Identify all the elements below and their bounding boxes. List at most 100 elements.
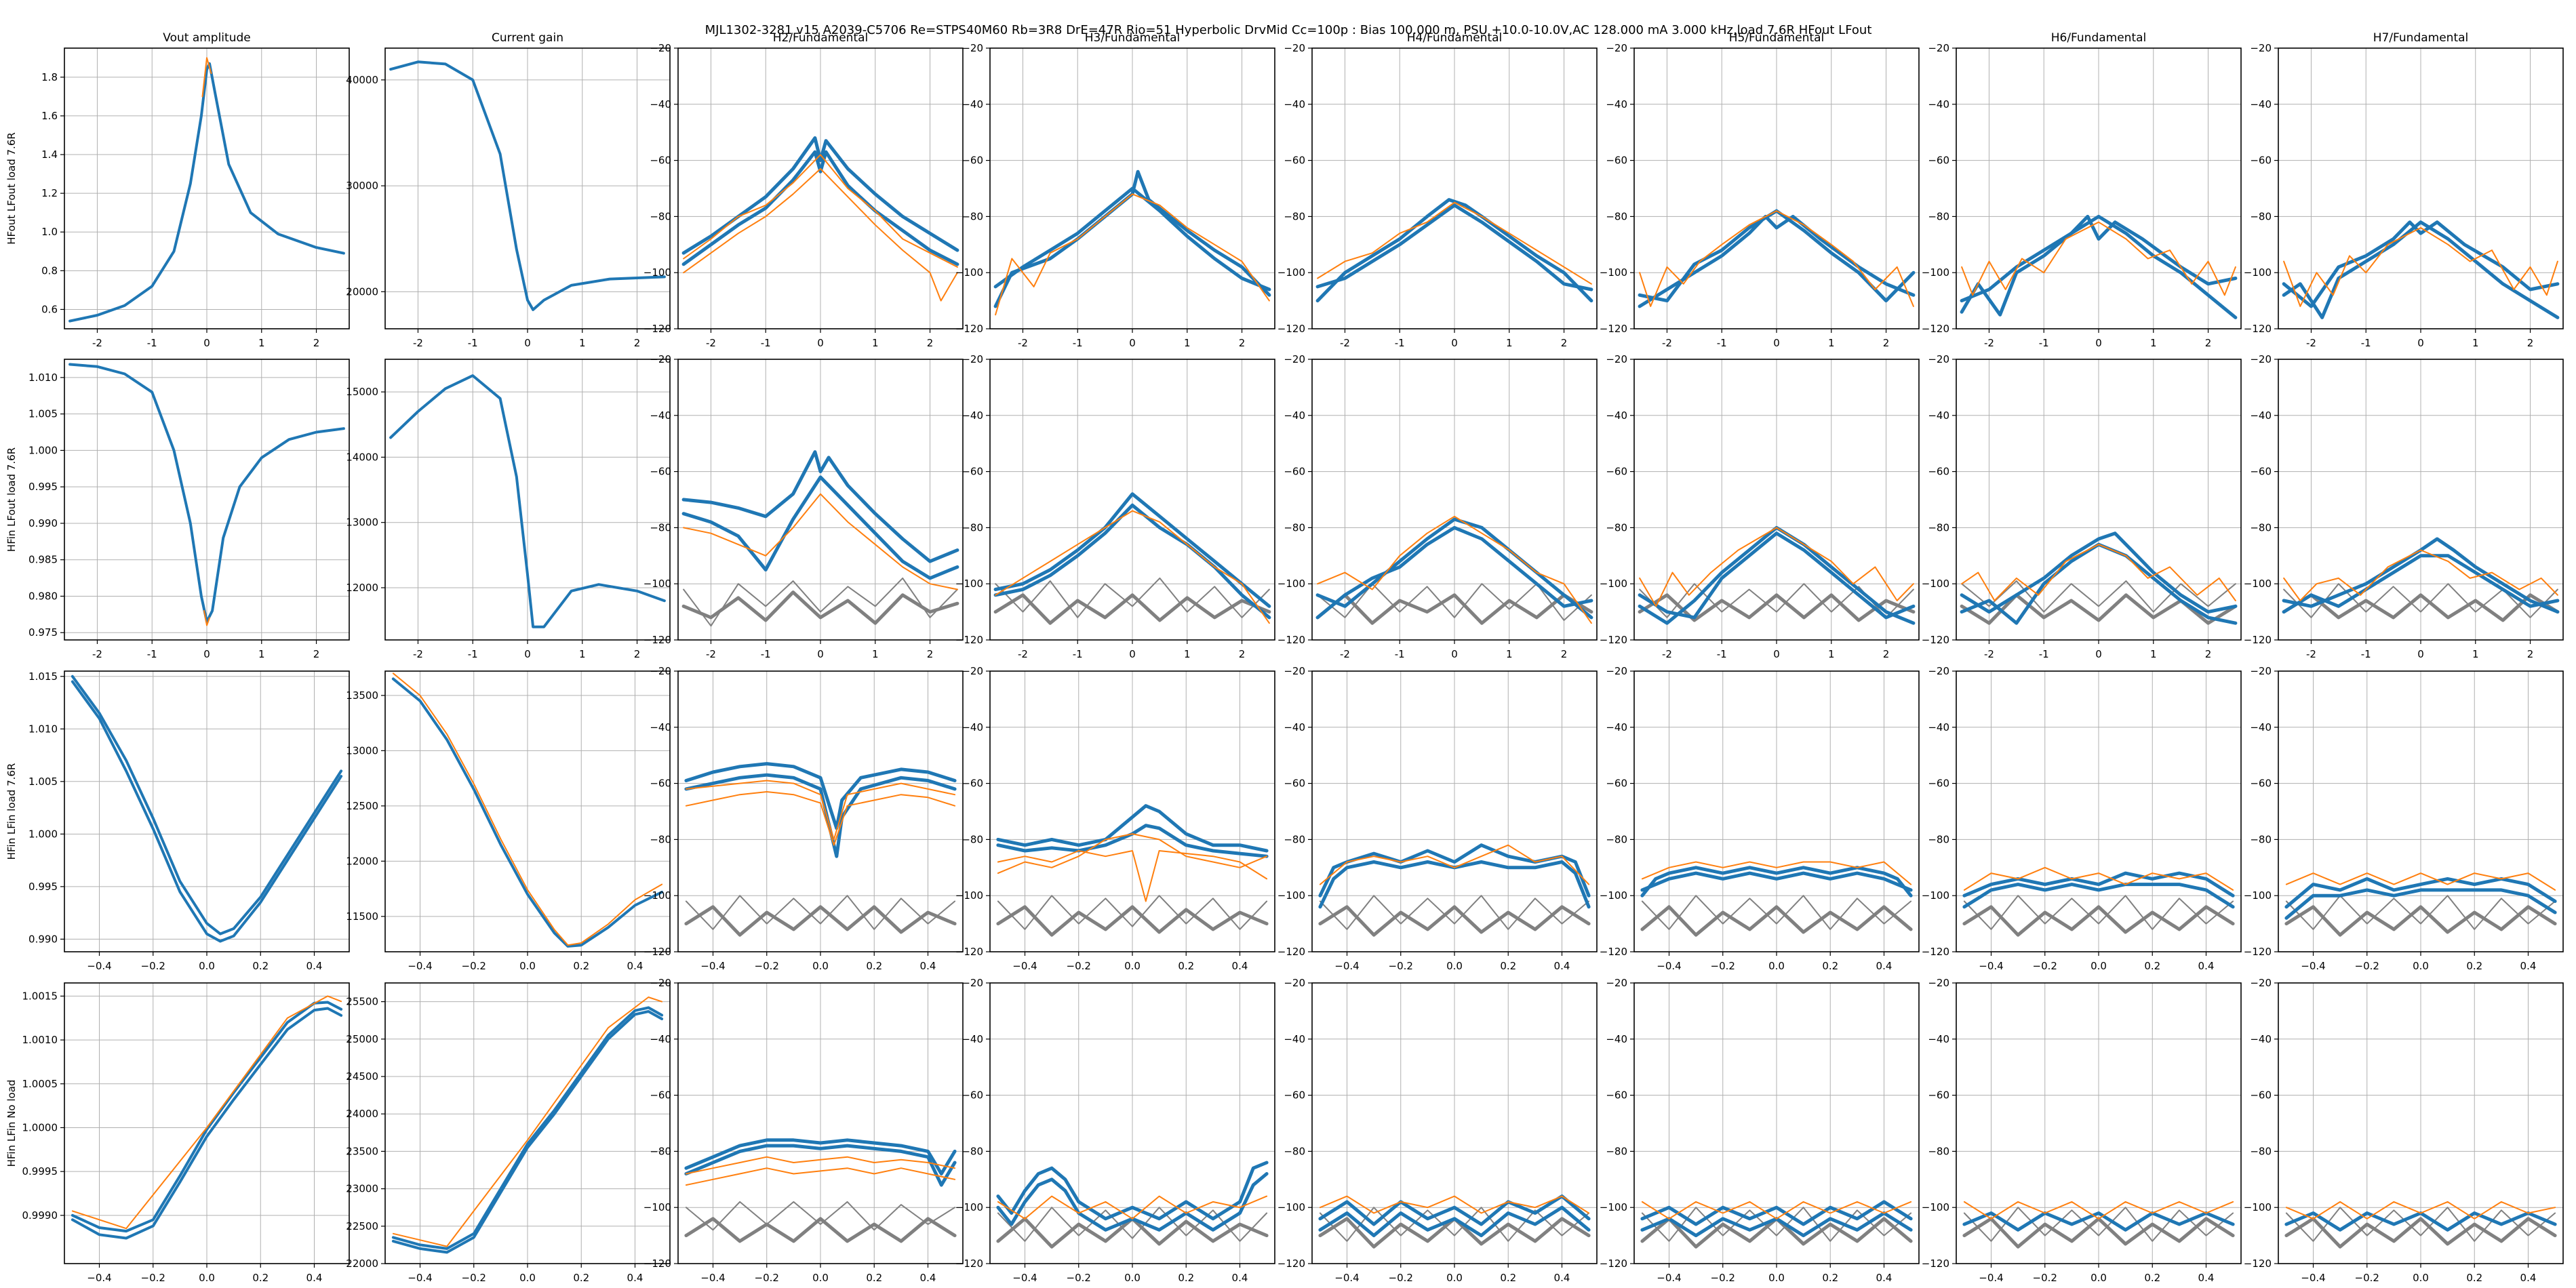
series-line-0	[2284, 1217, 2557, 1249]
x-tick-label: 0.4	[1554, 960, 1570, 972]
x-tick-label: -2	[2306, 648, 2316, 660]
series-line-3	[1963, 1201, 2234, 1220]
series-line-1	[1315, 203, 1593, 291]
x-tick-label: 0.4	[920, 960, 936, 972]
series-line-1	[1961, 580, 2236, 613]
y-axis-label: HFout LFout load 7.6R	[5, 132, 18, 245]
x-tick-label: -1	[468, 648, 478, 660]
series-line-1	[1963, 1207, 2234, 1242]
series-line-0	[389, 60, 666, 311]
subplot-title: H6/Fundamental	[2051, 31, 2147, 45]
y-tick-label: −120	[1277, 946, 1305, 958]
subplot-r0-c3: -2 -1 0 1 2 −120 −100 −80 −60 −40 −20 H3/Fundamenta…	[955, 31, 1275, 349]
y-tick-label: −100	[1600, 266, 1627, 279]
x-tick-label: 2	[927, 648, 934, 660]
y-tick-label: −20	[1928, 977, 1949, 989]
y-tick-label: 14000	[346, 451, 378, 463]
series-group	[389, 374, 666, 628]
series-line-2	[1962, 1211, 2235, 1232]
series-line-4	[1319, 844, 1590, 885]
x-tick-label: -1	[1395, 337, 1405, 349]
series-group	[1960, 214, 2238, 319]
x-tick-label: −0.2	[141, 960, 165, 972]
series-line-0	[681, 590, 959, 625]
x-tick-label: -1	[2361, 648, 2371, 660]
series-line-0	[993, 169, 1271, 308]
series-line-3	[2282, 554, 2560, 614]
y-tick-label: −80	[962, 1145, 983, 1157]
x-tick-label: -1	[2361, 337, 2371, 349]
series-line-0	[1315, 198, 1593, 303]
x-tick-label: 2	[1239, 337, 1246, 349]
y-tick-label: −20	[2250, 665, 2272, 677]
x-tick-label: -2	[92, 337, 102, 349]
x-tick-label: 0.4	[920, 1272, 936, 1284]
subplot-r2-c5: −0.4 −0.2 0.0 0.2 0.4 −120 −100 −80 −60 −40 −20	[1600, 665, 1920, 972]
subplot-r3-c1: −0.4 −0.2 0.0 0.2 0.4 22000 22500 23000 23500 240…	[346, 982, 671, 1284]
series-line-3	[996, 1172, 1269, 1232]
x-tick-label: −0.2	[755, 1272, 779, 1284]
y-tick-label: 12500	[346, 800, 378, 812]
x-tick-label: 0	[1773, 648, 1780, 660]
y-tick-label: −120	[643, 634, 671, 646]
y-tick-label: −60	[1284, 466, 1305, 478]
series-line-3	[683, 154, 958, 268]
series-group	[684, 762, 957, 937]
x-tick-label: -2	[92, 648, 102, 660]
y-tick-label: −120	[2244, 1257, 2272, 1270]
series-line-3	[993, 503, 1271, 620]
x-tick-label: -2	[413, 337, 423, 349]
series-group	[68, 57, 345, 323]
y-tick-label: −120	[643, 323, 671, 335]
y-tick-label: 30000	[346, 180, 378, 192]
x-tick-label: −0.2	[1389, 1272, 1413, 1284]
y-tick-label: 0.9990	[22, 1209, 58, 1222]
series-line-2	[995, 193, 1270, 316]
series-line-4	[683, 493, 958, 590]
y-tick-label: −80	[1606, 210, 1627, 222]
x-tick-label: −0.4	[87, 1272, 111, 1284]
x-tick-label: -2	[1984, 337, 1994, 349]
y-tick-label: 1.2	[41, 187, 58, 199]
y-tick-label: −120	[955, 634, 983, 646]
x-tick-label: 0.0	[1124, 960, 1141, 972]
x-tick-label: -2	[1018, 648, 1028, 660]
y-tick-label: 0.995	[28, 881, 58, 893]
x-tick-label: -1	[1717, 648, 1727, 660]
x-tick-label: 0	[2095, 648, 2102, 660]
x-tick-label: -2	[1662, 337, 1672, 349]
series-line-0	[1315, 593, 1593, 625]
x-tick-label: 0.4	[306, 1272, 323, 1284]
y-tick-label: −40	[962, 721, 983, 733]
y-tick-label: 13000	[346, 517, 378, 529]
y-tick-label: −120	[643, 1257, 671, 1270]
y-tick-label: −120	[1277, 1257, 1305, 1270]
series-line-3	[681, 475, 959, 580]
x-tick-label: 0.4	[1876, 1272, 1893, 1284]
y-tick-label: −20	[1284, 353, 1305, 365]
series-line-4	[997, 1195, 1268, 1220]
series-line-1	[681, 150, 959, 266]
y-tick-label: −40	[2250, 721, 2272, 733]
y-tick-label: −100	[1600, 1201, 1627, 1213]
series-line-0	[391, 1006, 664, 1250]
y-tick-label: −40	[1284, 721, 1305, 733]
series-group	[681, 136, 959, 302]
series-line-4	[1961, 544, 2236, 601]
y-tick-label: 13500	[346, 689, 378, 702]
y-tick-label: −120	[1277, 323, 1305, 335]
x-tick-label: −0.4	[408, 960, 432, 972]
y-tick-label: −60	[2250, 466, 2272, 478]
y-tick-label: −120	[1600, 634, 1627, 646]
subplot-title: Current gain	[492, 31, 563, 45]
series-line-2	[684, 1138, 957, 1175]
subplot-r0-c2: -2 -1 0 1 2 −120 −100 −80 −60 −40 −20 H2/Fundamenta…	[643, 31, 964, 349]
x-tick-label: -2	[1340, 337, 1350, 349]
series-line-2	[993, 492, 1271, 608]
x-tick-label: 0	[1451, 337, 1458, 349]
y-tick-label: 25000	[346, 1033, 378, 1045]
x-tick-label: 2	[2205, 648, 2212, 660]
subplot-r1-c5: -2 -1 0 1 2 −120 −100 −80 −60 −40 −20	[1600, 353, 1920, 660]
x-tick-label: 0.2	[866, 960, 882, 972]
series-line-1	[685, 1201, 956, 1231]
